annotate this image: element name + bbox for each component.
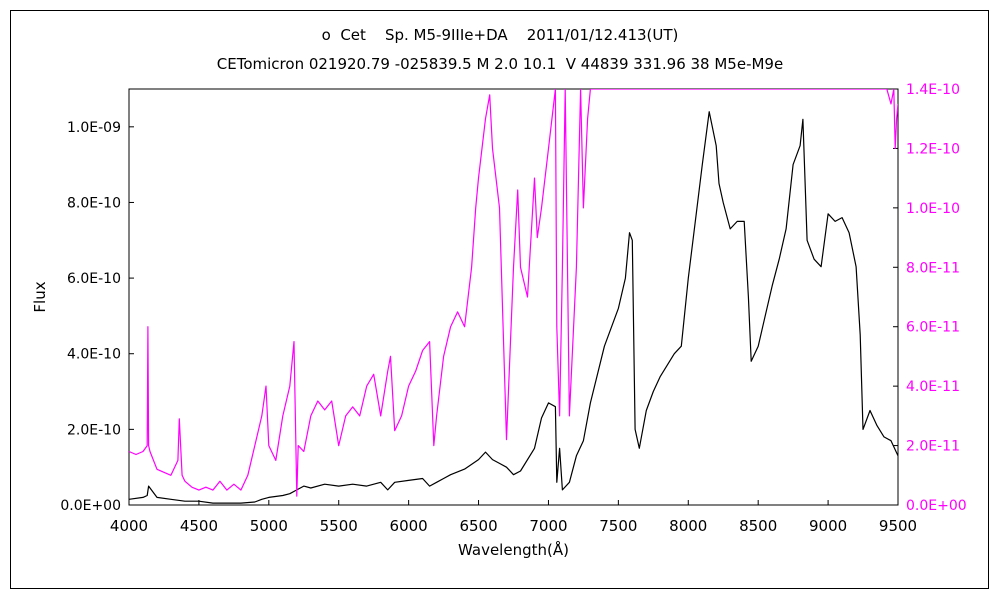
y2-tick-label: 4.0E-11 <box>906 379 960 395</box>
x-tick-label: 8500 <box>739 517 777 535</box>
y2-tick-label: 1.0E-10 <box>906 201 960 217</box>
x-tick-label: 7000 <box>529 517 567 535</box>
x-tick-label: 7500 <box>599 517 637 535</box>
x-tick-label: 4000 <box>110 517 148 535</box>
y-axis-label: Flux <box>31 281 49 312</box>
x-tick-label: 5500 <box>320 517 358 535</box>
chart-subtitle: CETomicron 021920.79 -025839.5 M 2.0 10.… <box>216 55 784 73</box>
series-line-right-axis <box>129 89 898 497</box>
y-tick-label: 4.0E-10 <box>67 347 121 363</box>
x-tick-label: 9500 <box>879 517 917 535</box>
chart-title: o Cet Sp. M5-9IIIe+DA 2011/01/12.413(UT) <box>321 26 679 44</box>
y-tick-label: 1.0E-09 <box>67 120 121 136</box>
plot-area <box>128 88 899 506</box>
y2-tick-label: 6.0E-11 <box>906 320 960 336</box>
y2-tick-label: 2.0E-11 <box>906 439 960 455</box>
y-tick-label: 0.0E+00 <box>60 498 121 514</box>
x-axis-label: Wavelength(Å) <box>458 540 569 559</box>
y2-tick-label: 1.4E-10 <box>906 82 960 98</box>
x-tick-label: 4500 <box>180 517 218 535</box>
y-tick-label: 6.0E-10 <box>67 271 121 287</box>
x-tick-label: 6500 <box>459 517 497 535</box>
y-tick-label: 2.0E-10 <box>67 422 121 438</box>
x-tick-label: 6000 <box>390 517 428 535</box>
y2-tick-label: 8.0E-11 <box>906 260 960 276</box>
x-tick-label: 8000 <box>669 517 707 535</box>
y2-tick-label: 1.2E-10 <box>906 141 960 157</box>
chart-frame <box>10 10 989 589</box>
x-tick-label: 9000 <box>809 517 847 535</box>
y-tick-label: 8.0E-10 <box>67 195 121 211</box>
series-line-left-axis <box>129 111 898 504</box>
x-tick-label: 5000 <box>250 517 288 535</box>
y2-tick-label: 0.0E+00 <box>906 498 967 514</box>
